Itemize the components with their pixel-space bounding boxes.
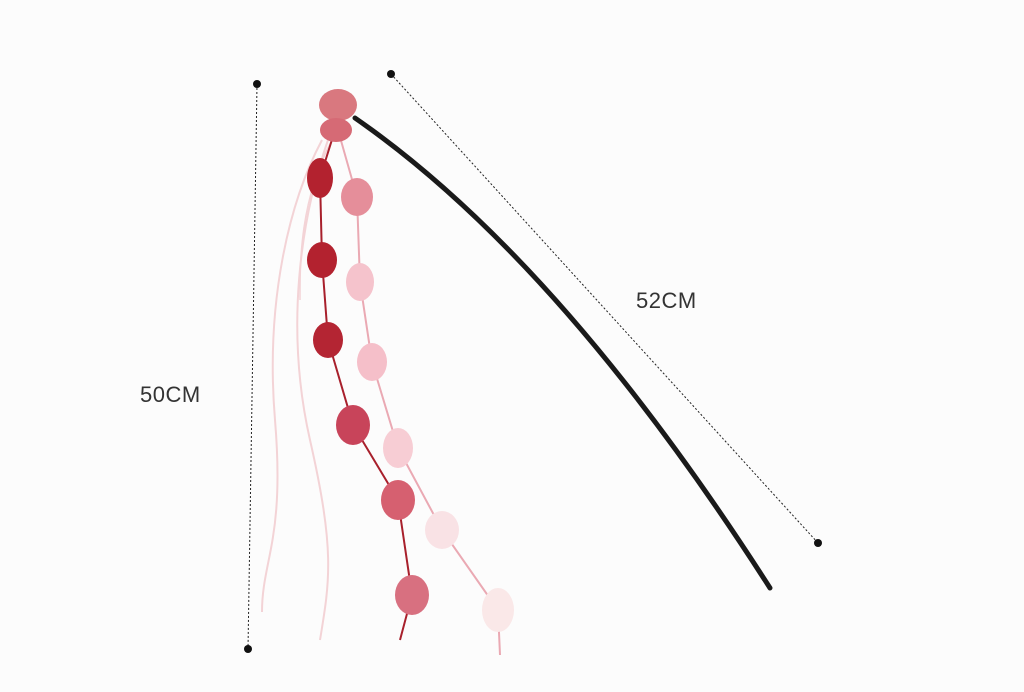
height-dimension-guide bbox=[244, 80, 261, 653]
pompom bbox=[313, 322, 343, 358]
pompom bbox=[319, 89, 357, 121]
length-label: 52CM bbox=[636, 288, 697, 313]
pompom bbox=[320, 118, 352, 142]
pompom bbox=[307, 242, 337, 278]
pompoms bbox=[307, 89, 514, 632]
pompom bbox=[346, 263, 374, 301]
pompom bbox=[307, 158, 333, 198]
pompom bbox=[341, 178, 373, 216]
pompom bbox=[381, 480, 415, 520]
pompom bbox=[383, 428, 413, 468]
wand bbox=[352, 115, 773, 591]
pompom bbox=[425, 511, 459, 549]
length-dimension-guide bbox=[387, 70, 822, 547]
height-label: 50CM bbox=[140, 382, 201, 407]
pompom bbox=[482, 588, 514, 632]
pompom bbox=[395, 575, 429, 615]
pompom bbox=[357, 343, 387, 381]
pompom bbox=[336, 405, 370, 445]
